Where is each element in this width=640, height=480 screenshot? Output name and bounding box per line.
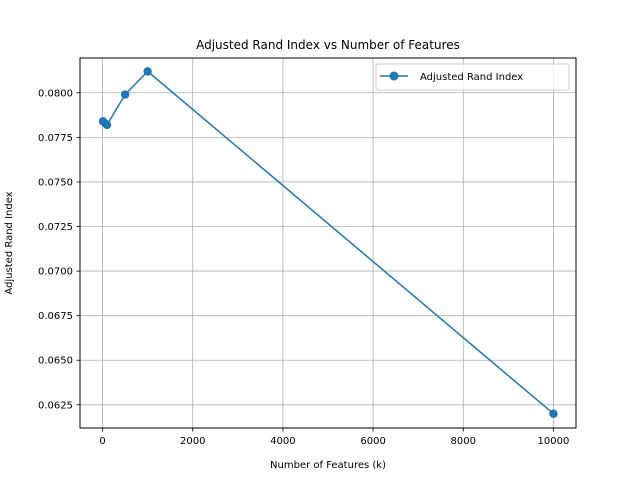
data-point (120, 90, 130, 99)
tick-layer: 0 2000 4000 6000 8000 10000 0.0625 0.0650 0.0675… (38, 88, 569, 447)
x-tick-label: 0 (99, 436, 105, 447)
x-tick-label: 2000 (180, 436, 205, 447)
y-tick-label: 0.0800 (38, 88, 73, 99)
legend-series-marker (389, 71, 399, 81)
y-tick-label: 0.0775 (38, 133, 73, 144)
data-point (102, 120, 112, 130)
x-tick-label: 4000 (270, 436, 295, 447)
y-tick-label: 0.0750 (38, 177, 73, 188)
legend-box (375, 63, 570, 91)
series-layer (98, 67, 558, 418)
y-tick-label: 0.0625 (38, 400, 73, 411)
chart-title: Adjusted Rand Index vs Number of Feature… (196, 38, 460, 52)
y-tick-label: 0.0675 (38, 311, 73, 322)
x-axis-label: Number of Features (k) (270, 460, 386, 471)
y-axis-label: Adjusted Rand Index (4, 191, 15, 294)
plot-frame (79, 57, 577, 429)
data-point (549, 409, 558, 418)
y-tick-label: 0.0725 (38, 222, 73, 233)
y-tick-label: 0.0700 (38, 267, 73, 278)
legend-series-label: Adjusted Rand Index (420, 72, 523, 83)
y-tick-label: 0.0650 (38, 356, 73, 367)
x-tick-label: 8000 (451, 436, 476, 447)
data-point (143, 67, 152, 76)
grid-layer (80, 58, 576, 428)
legend: Adjusted Rand Index (375, 63, 570, 91)
x-tick-label: 10000 (538, 436, 570, 447)
x-tick-label: 6000 (360, 436, 385, 447)
